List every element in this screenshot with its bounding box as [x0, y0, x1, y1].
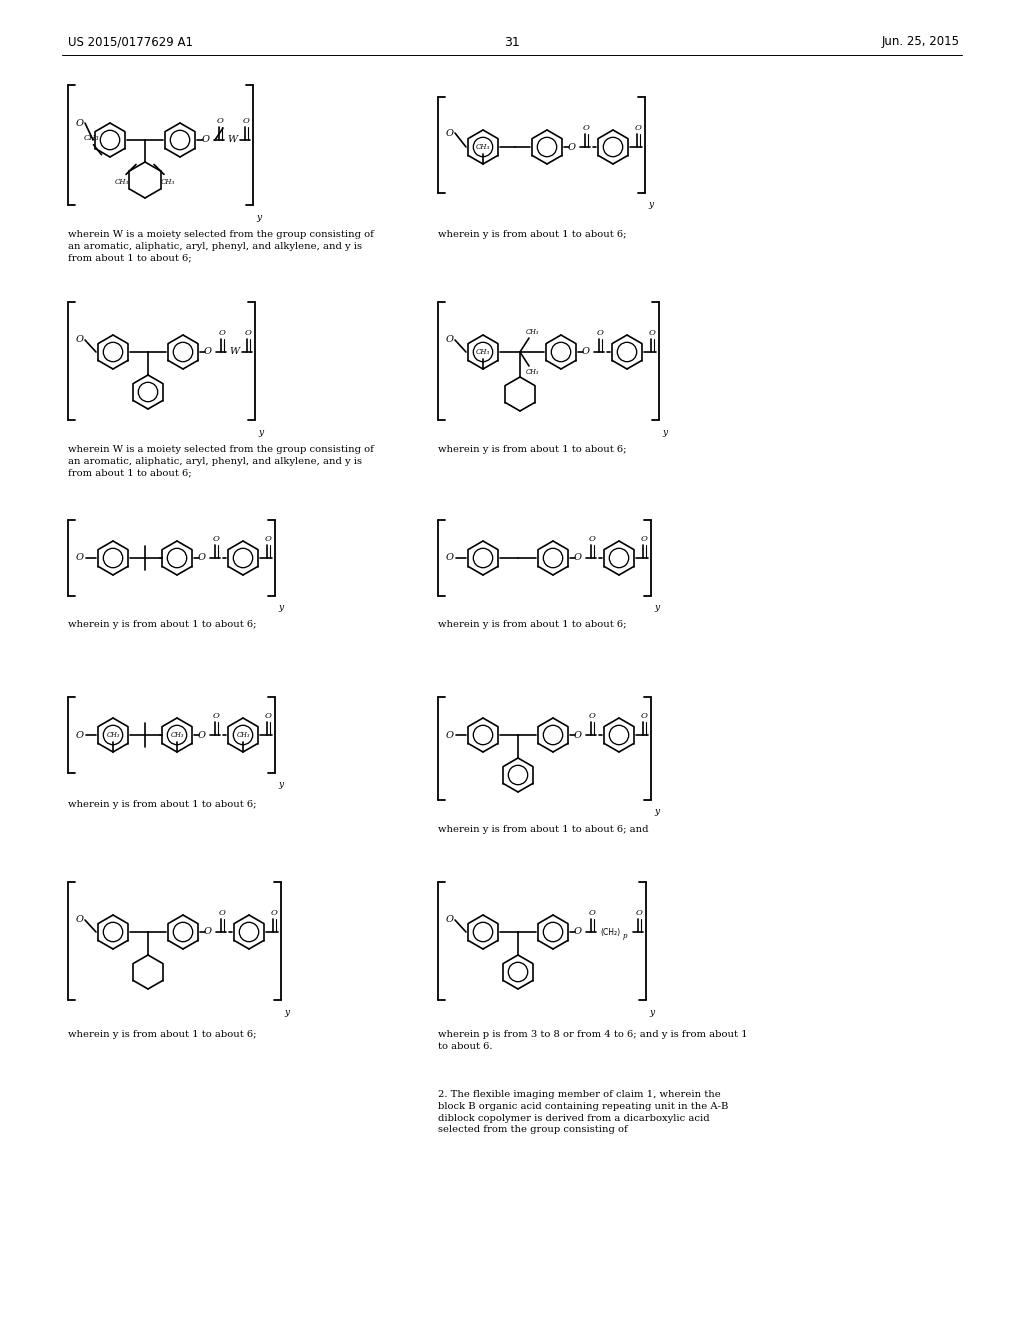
Text: y: y	[648, 201, 653, 209]
Text: O: O	[636, 909, 642, 917]
Text: CH₃: CH₃	[84, 133, 99, 141]
Text: O: O	[641, 535, 647, 543]
Text: O: O	[198, 553, 206, 562]
Text: O: O	[264, 711, 271, 719]
Text: W: W	[227, 136, 237, 144]
Text: O: O	[574, 553, 582, 562]
Text: O: O	[446, 553, 454, 562]
Text: wherein y is from about 1 to about 6;: wherein y is from about 1 to about 6;	[438, 620, 627, 630]
Text: O: O	[641, 711, 647, 719]
Text: O: O	[648, 329, 655, 337]
Text: CH₃: CH₃	[237, 731, 250, 739]
Text: O: O	[574, 928, 582, 936]
Text: O: O	[589, 909, 595, 917]
Text: CH₃: CH₃	[476, 143, 490, 150]
Text: O: O	[568, 143, 575, 152]
Text: wherein y is from about 1 to about 6;: wherein y is from about 1 to about 6;	[68, 620, 256, 630]
Text: O: O	[582, 347, 590, 356]
Text: O: O	[218, 329, 225, 337]
Text: O: O	[589, 535, 595, 543]
Text: y: y	[256, 213, 261, 222]
Text: CH₃: CH₃	[161, 178, 175, 186]
Text: y: y	[278, 603, 283, 612]
Text: wherein y is from about 1 to about 6; and: wherein y is from about 1 to about 6; an…	[438, 825, 648, 834]
Text: wherein y is from about 1 to about 6;: wherein y is from about 1 to about 6;	[68, 1030, 256, 1039]
Text: O: O	[202, 136, 210, 144]
Text: CH₃: CH₃	[170, 731, 183, 739]
Text: wherein y is from about 1 to about 6;: wherein y is from about 1 to about 6;	[438, 230, 627, 239]
Text: O: O	[264, 535, 271, 543]
Text: O: O	[76, 553, 84, 562]
Text: O: O	[446, 730, 454, 739]
Text: y: y	[649, 1008, 654, 1016]
Text: O: O	[76, 119, 84, 128]
Text: (CH₂): (CH₂)	[600, 928, 621, 936]
Text: y: y	[662, 428, 667, 437]
Text: Jun. 25, 2015: Jun. 25, 2015	[882, 36, 961, 49]
Text: y: y	[258, 428, 263, 437]
Text: y: y	[654, 807, 659, 816]
Text: CH₃: CH₃	[115, 178, 129, 186]
Text: wherein y is from about 1 to about 6;: wherein y is from about 1 to about 6;	[438, 445, 627, 454]
Text: y: y	[654, 603, 659, 612]
Text: wherein W is a moiety selected from the group consisting of
an aromatic, aliphat: wherein W is a moiety selected from the …	[68, 445, 374, 478]
Text: O: O	[589, 711, 595, 719]
Text: O: O	[76, 335, 84, 345]
Text: O: O	[270, 909, 278, 917]
Text: y: y	[278, 780, 283, 789]
Text: O: O	[213, 535, 219, 543]
Text: O: O	[446, 916, 454, 924]
Text: O: O	[635, 124, 641, 132]
Text: O: O	[213, 711, 219, 719]
Text: O: O	[218, 909, 225, 917]
Text: O: O	[243, 117, 250, 125]
Text: CH₃: CH₃	[106, 731, 120, 739]
Text: CH₃: CH₃	[476, 348, 490, 356]
Text: O: O	[446, 128, 454, 137]
Text: wherein y is from about 1 to about 6;: wherein y is from about 1 to about 6;	[68, 800, 256, 809]
Text: O: O	[583, 124, 590, 132]
Text: y: y	[284, 1008, 289, 1016]
Text: wherein W is a moiety selected from the group consisting of
an aromatic, aliphat: wherein W is a moiety selected from the …	[68, 230, 374, 263]
Text: O: O	[204, 347, 212, 356]
Text: W: W	[229, 347, 239, 356]
Text: US 2015/0177629 A1: US 2015/0177629 A1	[68, 36, 193, 49]
Text: p: p	[623, 932, 628, 940]
Text: O: O	[216, 117, 223, 125]
Text: 2. The flexible imaging member of claim 1, wherein the
block B organic acid cont: 2. The flexible imaging member of claim …	[438, 1090, 728, 1134]
Text: O: O	[204, 928, 212, 936]
Text: wherein p is from 3 to 8 or from 4 to 6; and y is from about 1
to about 6.: wherein p is from 3 to 8 or from 4 to 6;…	[438, 1030, 748, 1051]
Text: O: O	[76, 730, 84, 739]
Text: 31: 31	[504, 36, 520, 49]
Text: O: O	[597, 329, 603, 337]
Text: CH₃: CH₃	[525, 327, 539, 337]
Text: O: O	[245, 329, 252, 337]
Text: CH₃: CH₃	[525, 368, 539, 376]
Text: O: O	[574, 730, 582, 739]
Text: O: O	[446, 335, 454, 345]
Text: O: O	[198, 730, 206, 739]
Text: O: O	[76, 916, 84, 924]
